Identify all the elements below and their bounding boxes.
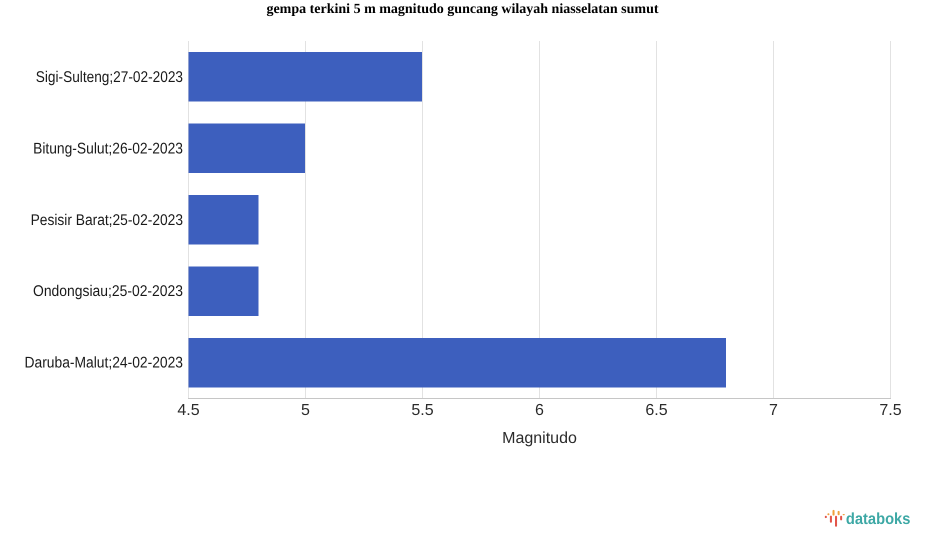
svg-text:7.5: 7.5 — [879, 402, 901, 419]
svg-text:5.5: 5.5 — [411, 402, 433, 419]
svg-text:Daruba-Malut;24-02-2023: Daruba-Malut;24-02-2023 — [25, 355, 184, 372]
svg-text:6: 6 — [535, 402, 544, 419]
svg-text:gempa terkini 5 m magnitudo gu: gempa terkini 5 m magnitudo guncang wila… — [266, 2, 658, 17]
svg-text:Bitung-Sulut;26-02-2023: Bitung-Sulut;26-02-2023 — [33, 140, 183, 157]
svg-text:Magnitudo: Magnitudo — [502, 430, 577, 447]
svg-text:4.5: 4.5 — [177, 402, 199, 419]
svg-text:7: 7 — [769, 402, 778, 419]
svg-text:Sigi-Sulteng;27-02-2023: Sigi-Sulteng;27-02-2023 — [36, 69, 183, 86]
svg-text:5: 5 — [301, 402, 310, 419]
svg-text:databoks: databoks — [846, 511, 911, 528]
svg-text:Pesisir Barat;25-02-2023: Pesisir Barat;25-02-2023 — [31, 212, 183, 229]
svg-text:6.5: 6.5 — [645, 402, 667, 419]
svg-text:Ondongsiau;25-02-2023: Ondongsiau;25-02-2023 — [33, 283, 183, 300]
